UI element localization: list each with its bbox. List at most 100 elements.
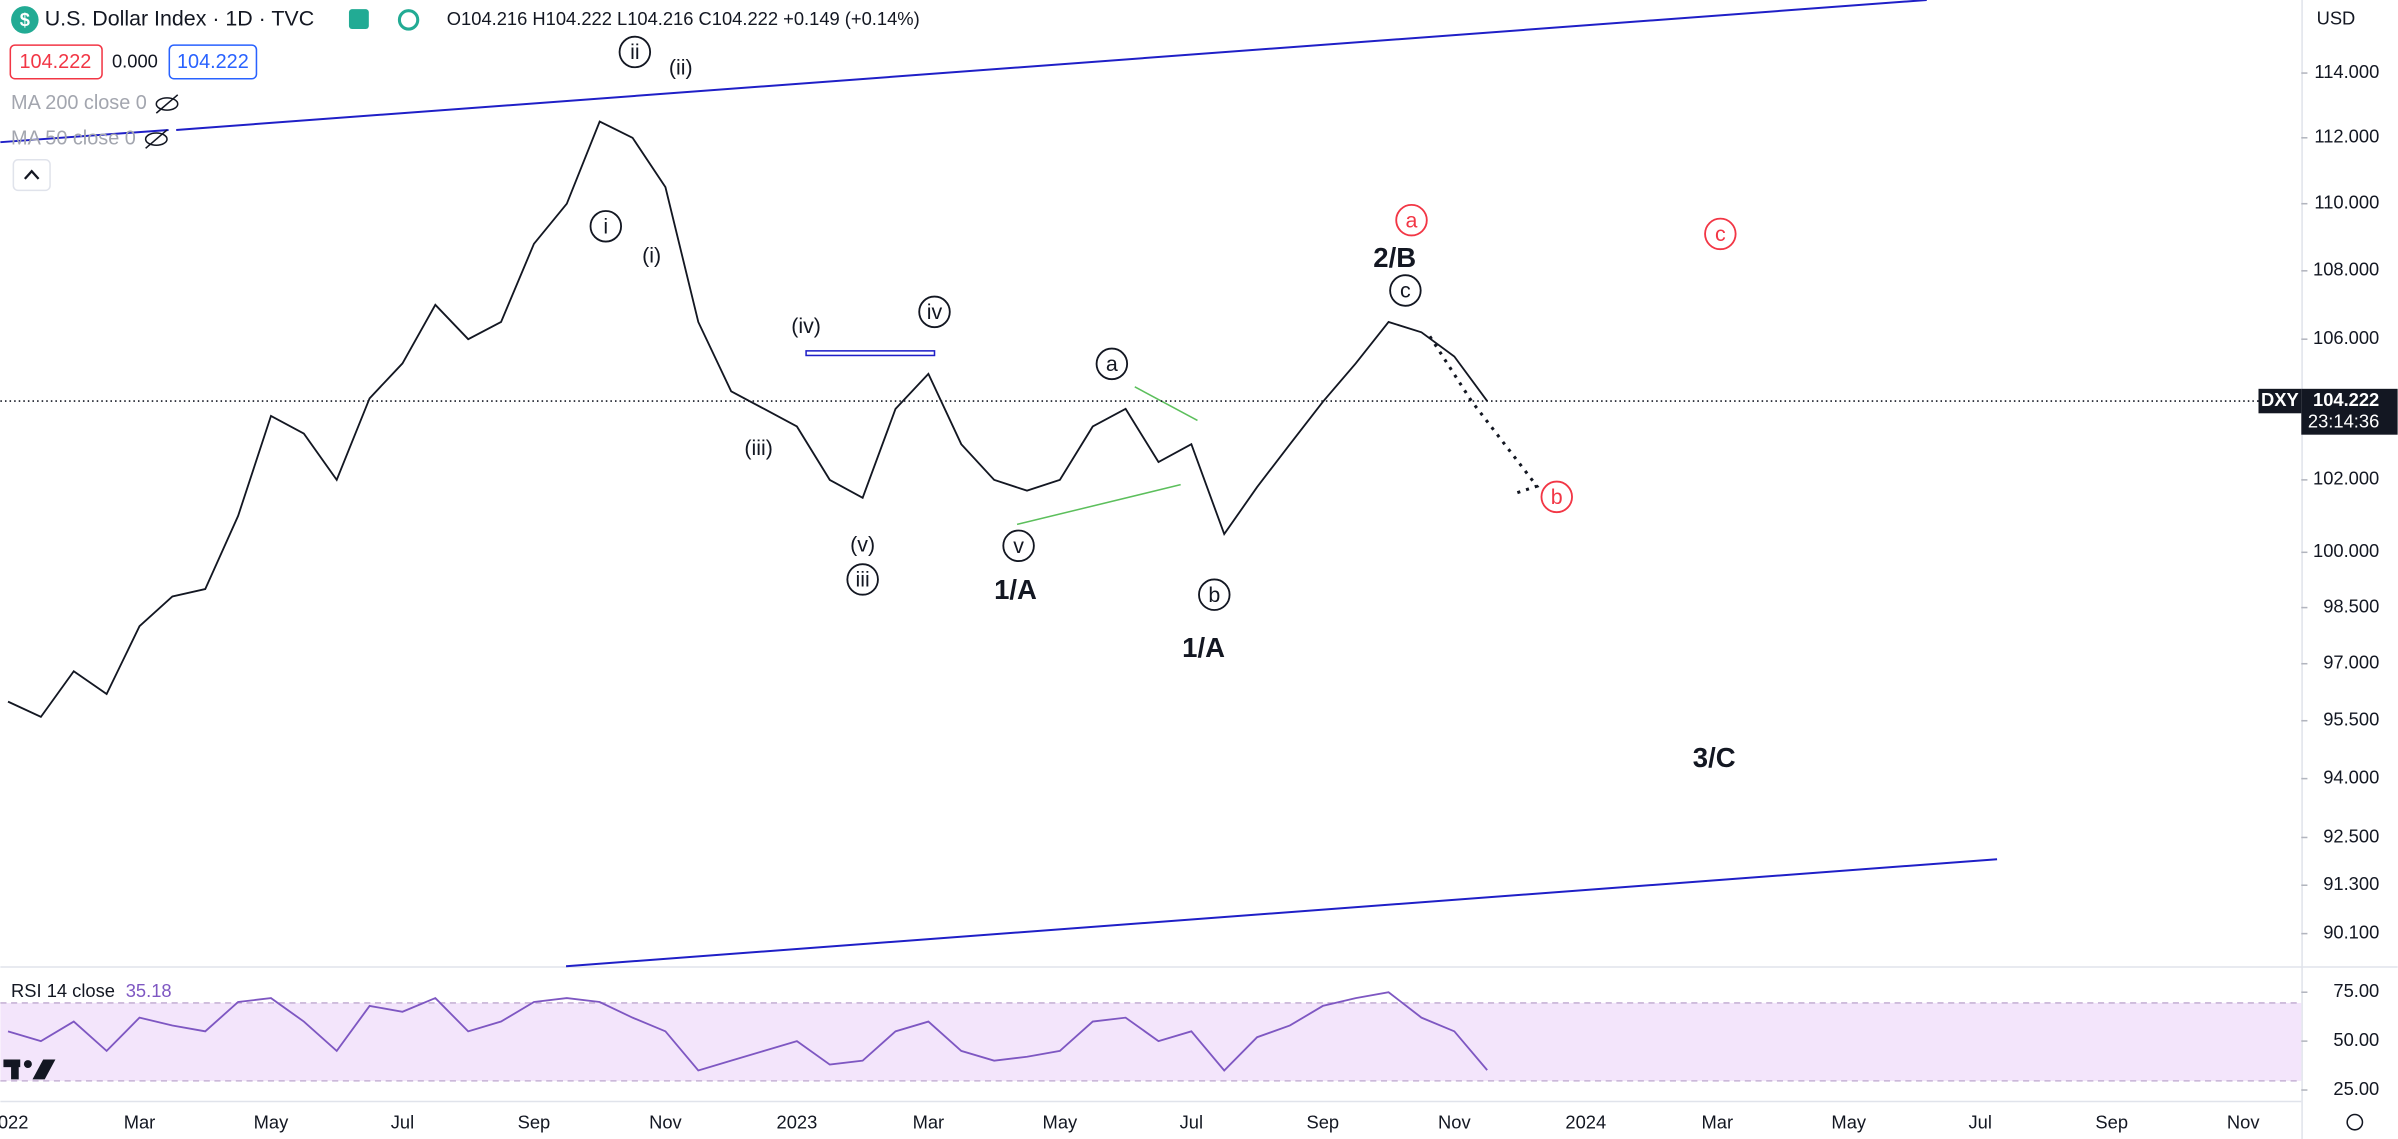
x-tick-label: Jul [1180,1112,1203,1133]
wave-label: i [589,210,623,243]
wave-circle [1389,274,1422,307]
x-tick-label: Sep [518,1112,551,1133]
wave-circle [589,210,623,243]
indicator-label[interactable]: MA 50 close 0 [11,127,136,149]
indicator-label[interactable]: MA 200 close 0 [11,92,147,114]
collapse-icon[interactable] [23,169,40,180]
symbol-title[interactable]: U.S. Dollar Index · 1D · TVC [45,7,314,31]
wave-label: ii [618,35,652,69]
symbol-logo [11,6,39,34]
x-tick-label: 2023 [777,1112,818,1133]
settings-icon[interactable] [2346,1113,2364,1131]
x-tick-label: Sep [1307,1112,1340,1133]
y-tick-label: 91.300 [2323,873,2379,894]
wave-circle [618,35,652,69]
trend-line[interactable] [565,858,1998,968]
spread: 0.000 [112,51,158,72]
wave-text: v [1013,534,1024,558]
ask[interactable]: 104.222 [177,51,249,73]
triangle-line[interactable] [1134,386,1198,422]
y-tick-label: 90.100 [2323,921,2379,942]
symbol-tag [2258,388,2302,414]
countdown: 23:14:36 [2308,410,2379,431]
wave-label: (i) [642,244,661,268]
wave-label: (iii) [744,436,773,460]
wave-text: iii [856,568,870,592]
triangle-line[interactable] [1016,483,1181,526]
y-tick-label: 112.000 [2314,126,2379,147]
wave-text: i [603,214,608,238]
trend-line[interactable] [0,128,169,144]
range-box[interactable] [805,350,936,357]
wave-circle [918,295,951,329]
wave-text: (i) [642,244,661,268]
wave-text: 2/B [1373,242,1416,273]
wave-label: v [1002,529,1035,563]
y-tick-label: 50.00 [2333,1029,2379,1050]
wave-label: a [1395,203,1428,237]
wave-circle [1095,347,1129,381]
wave-label: a [1095,347,1129,381]
price-tag [2301,388,2398,435]
wave-label: (v) [850,532,875,556]
x-tick-label: 2024 [1565,1112,1606,1133]
symbol-tag-text: DXY [2261,389,2299,410]
x-tick-label: Nov [1438,1112,1471,1133]
wave-circle [1704,217,1737,251]
wave-circle [846,563,879,596]
bid-box[interactable] [9,44,103,80]
y-tick-label: 98.500 [2323,595,2379,616]
collapse-button[interactable] [12,159,51,192]
wave-circle [1395,203,1428,237]
y-tick-label: 108.000 [2313,259,2379,280]
wave-text: a [1106,352,1118,376]
open: O104.216 [447,8,528,29]
wave-text: (ii) [669,55,693,79]
wave-text: 3/C [1693,742,1736,773]
rsi-line [7,991,1488,1072]
wave-text: (iii) [744,436,773,460]
wave-label: iv [918,295,951,329]
tv-logo [3,1059,56,1080]
x-tick-label: Jul [1969,1112,1992,1133]
y-tick-label: 75.00 [2333,980,2379,1001]
x-tick-label: Sep [2095,1112,2128,1133]
wave-text: 1/A [994,574,1037,605]
wave-label: 3/C [1693,742,1736,773]
y-tick-label: 97.000 [2323,652,2379,673]
wave-text: 1/A [1182,632,1225,663]
y-tick-label: 25.00 [2333,1078,2379,1099]
rsi-band [0,1002,2302,1081]
projection[interactable] [1428,335,1540,496]
wave-text: c [1715,222,1726,246]
wave-label: 1/A [1182,632,1225,663]
currency[interactable]: USD [2317,8,2356,29]
hide-icons[interactable] [144,94,179,149]
wave-circle [1198,578,1231,611]
ask-box[interactable] [168,44,258,80]
x-tick-label: May [254,1112,289,1133]
y-tick-label: 102.000 [2313,468,2379,489]
wave-text: iv [927,300,943,324]
wave-circle [1002,529,1035,563]
price-line [7,120,1488,719]
wave-label: c [1704,217,1737,251]
x-tick-label: Mar [124,1112,156,1133]
change: +0.149 (+0.14%) [783,8,920,29]
wave-label: (ii) [669,55,693,79]
trend-line[interactable] [176,0,1927,131]
y-tick-label: 94.000 [2323,766,2379,787]
wave-text: (iv) [791,314,821,338]
y-tick-label: 106.000 [2313,327,2379,348]
y-tick-label: 110.000 [2314,192,2379,213]
bid[interactable]: 104.222 [20,51,92,73]
wave-text: (v) [850,532,875,556]
rsi-title[interactable]: RSI 14 close [11,980,115,1001]
symbol-logo-text: $ [20,9,30,30]
price-tag-text: 104.222 [2313,389,2379,410]
wave-label: b [1198,578,1231,611]
flag-icon[interactable] [348,9,369,30]
